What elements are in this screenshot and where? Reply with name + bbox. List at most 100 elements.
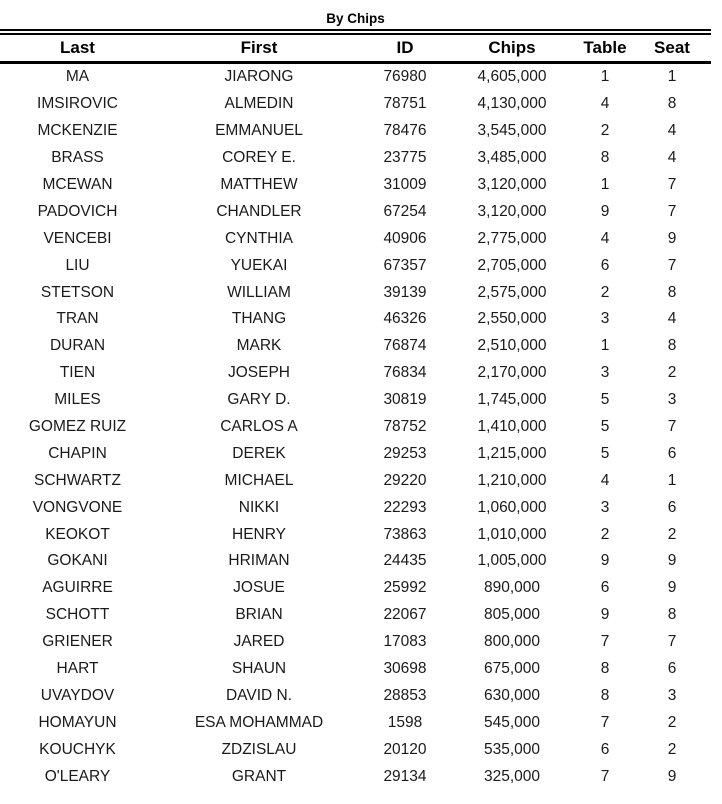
column-header-first: First bbox=[240, 38, 278, 57]
cell-chips: 1,745,000 bbox=[477, 391, 547, 409]
cell-first: WILLIAM bbox=[227, 283, 291, 301]
cell-seat: 8 bbox=[667, 337, 677, 355]
table-row: CHAPIN DEREK 29253 1,215,000 5 6 bbox=[0, 440, 711, 467]
cell-last: VENCEBI bbox=[43, 229, 112, 247]
table-row: MCKENZIE EMMANUEL 78476 3,545,000 2 4 bbox=[0, 118, 711, 145]
cell-id: 78752 bbox=[383, 418, 427, 436]
cell-chips: 2,705,000 bbox=[477, 256, 547, 274]
table-header-row: Last First ID Chips Table Seat bbox=[0, 35, 711, 61]
table-row: GOKANI HRIMAN 24435 1,005,000 9 9 bbox=[0, 548, 711, 575]
cell-last: KEOKOT bbox=[45, 525, 110, 543]
cell-last: HOMAYUN bbox=[38, 713, 117, 731]
cell-id: 67254 bbox=[383, 202, 427, 220]
cell-last: DURAN bbox=[49, 337, 106, 355]
cell-chips: 1,010,000 bbox=[477, 525, 547, 543]
cell-id: 30819 bbox=[383, 391, 427, 409]
cell-id: 67357 bbox=[383, 256, 427, 274]
table-row: LIU YUEKAI 67357 2,705,000 6 7 bbox=[0, 252, 711, 279]
column-header-table: Table bbox=[583, 38, 627, 57]
cell-table: 1 bbox=[600, 68, 610, 86]
cell-first: BRIAN bbox=[235, 606, 283, 624]
cell-id: 76874 bbox=[383, 337, 427, 355]
cell-chips: 2,510,000 bbox=[477, 337, 547, 355]
cell-chips: 800,000 bbox=[483, 633, 541, 651]
cell-table: 3 bbox=[600, 364, 610, 382]
cell-table: 4 bbox=[600, 229, 610, 247]
cell-chips: 1,410,000 bbox=[477, 418, 547, 436]
cell-last: MILES bbox=[54, 391, 101, 409]
cell-seat: 6 bbox=[667, 660, 677, 678]
cell-id: 29253 bbox=[383, 444, 427, 462]
cell-first: DEREK bbox=[232, 444, 286, 462]
cell-table: 9 bbox=[600, 552, 610, 570]
cell-seat: 8 bbox=[667, 606, 677, 624]
cell-chips: 3,485,000 bbox=[477, 149, 547, 167]
table-row: VENCEBI CYNTHIA 40906 2,775,000 4 9 bbox=[0, 225, 711, 252]
cell-seat: 9 bbox=[667, 767, 677, 785]
cell-first: MICHAEL bbox=[224, 471, 294, 489]
cell-table: 2 bbox=[600, 122, 610, 140]
cell-chips: 2,575,000 bbox=[477, 283, 547, 301]
cell-last: MA bbox=[65, 68, 90, 86]
cell-table: 2 bbox=[600, 525, 610, 543]
cell-chips: 2,550,000 bbox=[477, 310, 547, 328]
cell-last: GOKANI bbox=[47, 552, 108, 570]
cell-seat: 6 bbox=[667, 498, 677, 516]
column-header-last: Last bbox=[60, 38, 95, 57]
cell-id: 78751 bbox=[383, 95, 427, 113]
table-row: IMSIROVIC ALMEDIN 78751 4,130,000 4 8 bbox=[0, 91, 711, 118]
cell-last: IMSIROVIC bbox=[37, 95, 118, 113]
cell-id: 28853 bbox=[383, 686, 427, 704]
column-header-seat: Seat bbox=[654, 38, 690, 57]
cell-chips: 4,130,000 bbox=[477, 95, 547, 113]
cell-id: 30698 bbox=[383, 660, 427, 678]
cell-id: 40906 bbox=[383, 229, 427, 247]
cell-last: AGUIRRE bbox=[42, 579, 113, 597]
column-header-id: ID bbox=[396, 38, 414, 57]
cell-first: ZDZISLAU bbox=[221, 740, 297, 758]
cell-chips: 1,060,000 bbox=[477, 498, 547, 516]
cell-seat: 3 bbox=[667, 686, 677, 704]
cell-seat: 7 bbox=[667, 633, 677, 651]
cell-table: 7 bbox=[600, 767, 610, 785]
cell-chips: 675,000 bbox=[483, 660, 541, 678]
cell-last: BRASS bbox=[51, 149, 104, 167]
cell-table: 7 bbox=[600, 633, 610, 651]
cell-seat: 9 bbox=[667, 552, 677, 570]
cell-first: GARY D. bbox=[227, 391, 291, 409]
table-row: PADOVICH CHANDLER 67254 3,120,000 9 7 bbox=[0, 198, 711, 225]
cell-seat: 7 bbox=[667, 176, 677, 193]
cell-id: 22293 bbox=[383, 498, 427, 516]
cell-first: HENRY bbox=[232, 525, 286, 543]
cell-seat: 1 bbox=[667, 471, 677, 489]
column-header-chips: Chips bbox=[488, 38, 536, 57]
cell-table: 9 bbox=[600, 202, 610, 220]
cell-seat: 2 bbox=[667, 364, 677, 382]
cell-first: JOSUE bbox=[233, 579, 285, 597]
cell-chips: 1,005,000 bbox=[477, 552, 547, 570]
cell-first: CARLOS A bbox=[220, 418, 298, 436]
cell-id: 17083 bbox=[383, 633, 427, 651]
table-row: KEOKOT HENRY 73863 1,010,000 2 2 bbox=[0, 521, 711, 548]
cell-seat: 2 bbox=[667, 525, 677, 543]
cell-chips: 545,000 bbox=[483, 713, 541, 731]
table-body: MA JIARONG 76980 4,605,000 1 1 IMSIROVIC ALMEDI… bbox=[0, 64, 711, 802]
cell-chips: 1,210,000 bbox=[477, 471, 547, 489]
cell-last: HART bbox=[56, 660, 99, 678]
cell-id: 29220 bbox=[383, 471, 427, 489]
cell-seat: 9 bbox=[667, 579, 677, 597]
cell-chips: 3,120,000 bbox=[477, 202, 547, 220]
cell-first: DAVID N. bbox=[225, 686, 293, 704]
cell-last: TIEN bbox=[59, 364, 96, 382]
cell-seat: 4 bbox=[667, 310, 677, 328]
cell-chips: 3,545,000 bbox=[477, 122, 547, 140]
cell-chips: 3,120,000 bbox=[477, 176, 547, 193]
cell-last: KOUCHYK bbox=[39, 740, 116, 758]
cell-table: 5 bbox=[600, 391, 610, 409]
table-row: STETSON WILLIAM 39139 2,575,000 2 8 bbox=[0, 279, 711, 306]
cell-last: GRIENER bbox=[42, 633, 113, 651]
table-row: KOUCHYK ZDZISLAU 20120 535,000 6 2 bbox=[0, 736, 711, 763]
cell-first: THANG bbox=[231, 310, 287, 328]
cell-id: 22067 bbox=[383, 606, 427, 624]
cell-table: 4 bbox=[600, 95, 610, 113]
